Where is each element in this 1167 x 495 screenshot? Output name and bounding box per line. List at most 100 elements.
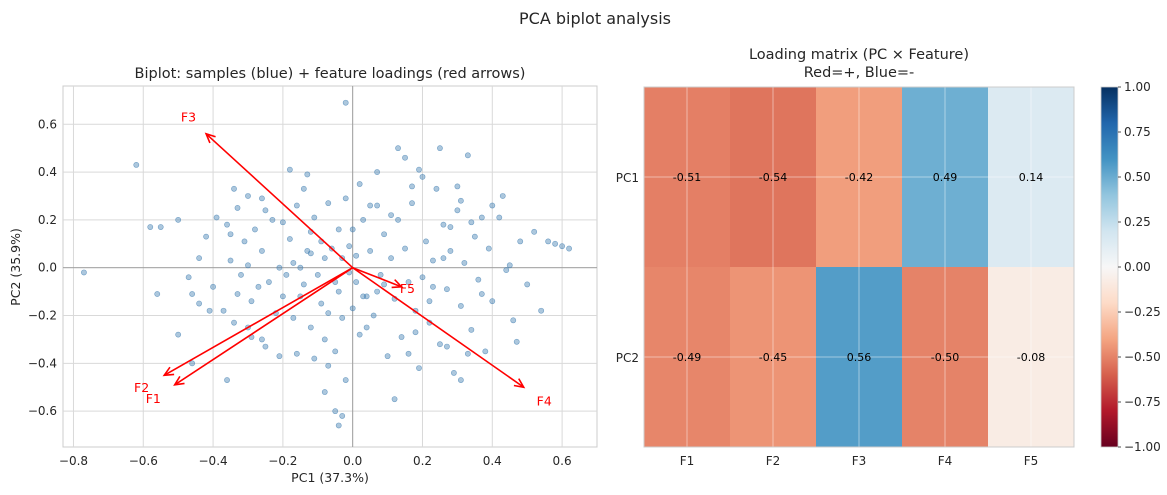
biplot-xtick-label: −0.6 — [129, 454, 158, 468]
sample-point — [464, 350, 471, 357]
heatmap-column-label: F5 — [1024, 454, 1039, 468]
colorbar-tick-label: 1.00 — [1124, 80, 1151, 94]
sample-point — [402, 245, 408, 252]
sample-point — [353, 279, 360, 285]
loading-arrow-f4 — [352, 267, 525, 388]
sample-point — [503, 267, 510, 273]
sample-point — [496, 214, 503, 221]
sample-point — [325, 362, 332, 369]
biplot-samples — [81, 99, 572, 429]
sample-point — [321, 255, 328, 262]
biplot-ytick-label: −0.2 — [28, 309, 57, 323]
heatmap-cell-labels: -0.51 -0.54 -0.42 0.49 0.14 -0.49 -0.45 0.56 -0.… — [673, 171, 1045, 364]
loading-arrowhead-f4 — [513, 378, 526, 389]
sample-point — [559, 243, 565, 250]
sample-point — [485, 245, 492, 252]
sample-point — [402, 154, 408, 161]
sample-point — [437, 341, 443, 348]
sample-point — [489, 298, 496, 305]
heatmap-cells — [644, 87, 1075, 448]
sample-point — [346, 243, 353, 250]
sample-point — [510, 317, 517, 324]
heatmap-cell-pc1-f2 — [730, 87, 817, 268]
sample-point — [241, 238, 248, 245]
sample-point — [416, 365, 422, 372]
sample-point — [381, 231, 387, 238]
colorbar-tick-label: −1.00 — [1124, 440, 1161, 454]
heatmap-column-labels: F1 F2 F3 F4 F5 — [680, 454, 1039, 468]
sample-point — [290, 260, 297, 266]
biplot-yticks: −0.6 −0.4 −0.2 0.0 0.2 0.4 0.6 — [28, 117, 57, 418]
sample-point — [482, 348, 489, 355]
heatmap-cell-pc2-f3 — [816, 267, 903, 448]
colorbar-gradient — [1100, 86, 1119, 448]
sample-point — [388, 255, 394, 262]
biplot-xtick-label: 0.4 — [483, 454, 502, 468]
sample-point — [276, 264, 283, 271]
sample-point — [356, 331, 363, 338]
sample-point — [238, 271, 244, 278]
sample-point — [367, 202, 374, 209]
sample-point — [224, 377, 230, 383]
sample-point — [517, 238, 524, 245]
sample-point — [524, 281, 531, 288]
heatmap-cell-label: 0.49 — [933, 171, 958, 184]
sample-point — [454, 207, 461, 214]
sample-point — [213, 214, 220, 221]
sample-point — [157, 224, 164, 230]
sample-point — [266, 279, 272, 285]
sample-point — [433, 185, 440, 192]
heatmap-cell-label: -0.08 — [1017, 351, 1045, 364]
sample-point — [318, 300, 325, 307]
sample-point — [231, 319, 237, 326]
sample-point — [335, 422, 342, 429]
colorbar-tick-label: 0.50 — [1124, 170, 1151, 184]
sample-point — [377, 271, 384, 278]
sample-point — [395, 216, 401, 223]
biplot-xtick-label: 0.2 — [413, 454, 432, 468]
sample-point — [374, 202, 381, 209]
heatmap-cell-pc1-f5 — [988, 87, 1075, 268]
sample-point — [513, 338, 520, 345]
sample-point — [339, 413, 346, 419]
sample-point — [300, 185, 307, 192]
biplot-xlabel: PC1 (37.3%) — [291, 470, 369, 485]
sample-point — [475, 276, 482, 283]
sample-point — [245, 193, 251, 199]
sample-point — [210, 283, 216, 290]
heatmap-row-label: PC1 — [616, 171, 639, 185]
sample-point — [360, 293, 367, 300]
biplot-xtick-label: 0.0 — [343, 454, 362, 468]
biplot-ytick-label: 0.0 — [38, 261, 57, 275]
sample-point — [279, 293, 286, 300]
sample-point — [457, 197, 464, 204]
sample-point — [286, 166, 293, 173]
sample-point — [374, 288, 381, 295]
sample-point — [419, 274, 426, 281]
biplot-zero-lines — [63, 86, 597, 447]
sample-point — [279, 219, 286, 226]
sample-point — [262, 343, 269, 350]
heatmap-frame — [643, 86, 1075, 448]
sample-point — [437, 145, 443, 152]
sample-point — [227, 257, 234, 264]
heatmap-cell-label: -0.54 — [759, 171, 787, 184]
sample-point — [374, 169, 381, 175]
sample-point — [489, 202, 496, 209]
colorbar-tick-label: 0.75 — [1124, 125, 1151, 139]
loading-label-f1: F1 — [146, 391, 161, 406]
loading-arrowhead-f3 — [204, 132, 216, 144]
sample-point — [189, 360, 196, 367]
sample-point — [335, 226, 342, 233]
loading-arrowhead-f1 — [173, 375, 185, 386]
sample-point — [367, 248, 374, 254]
sample-point — [224, 221, 230, 228]
heatmap-cell-label: -0.45 — [759, 351, 787, 364]
heatmap-cell-pc2-f1 — [644, 267, 731, 448]
heatmap-cell-pc1-f1 — [644, 87, 731, 268]
biplot-ytick-label: −0.4 — [28, 356, 57, 370]
sample-point — [552, 240, 559, 247]
sample-point — [189, 291, 196, 297]
sample-point — [175, 331, 182, 338]
